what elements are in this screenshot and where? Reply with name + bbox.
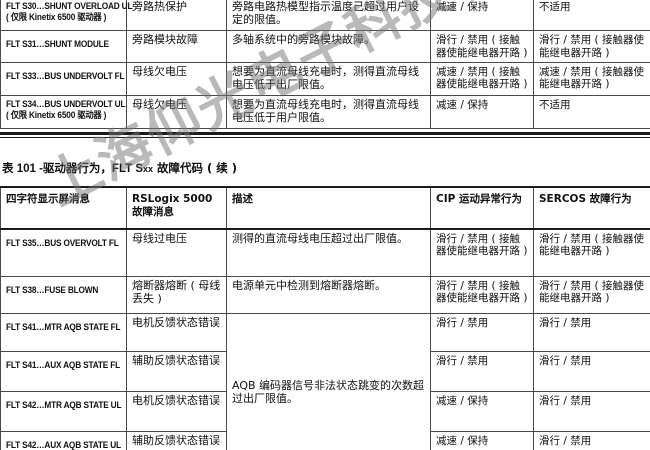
cell-rslogix-message: 电机反馈状态错误 bbox=[126, 313, 227, 352]
column-header-rslogix-message: RSLogix 5000 故障消息 bbox=[126, 186, 227, 230]
fault-code-text: FLT S42…AUX AQB STATE UL bbox=[6, 440, 121, 450]
column-header-description: 描述 bbox=[226, 186, 431, 230]
cell-sercos-behavior: 不适用 bbox=[533, 95, 650, 129]
cell-rslogix-message: 旁路热保护 bbox=[126, 0, 227, 32]
cell-description: 测得的直流母线电压超过出厂限值。 bbox=[226, 228, 431, 277]
fault-code-text: FLT S31…SHUNT MODULE bbox=[6, 39, 109, 50]
cell-display-message: FLT S31…SHUNT MODULE bbox=[0, 30, 127, 64]
fault-table-continued-fragment: 使能继电器开路 ) 使能继电器开路 ) FLT S30…SHUNT OVERLO… bbox=[0, 0, 650, 129]
table-row: FLT S41…AUX AQB STATE FL 辅助反馈状态错误 滑行 / 禁… bbox=[0, 351, 650, 392]
cell-display-message: FLT S41…AUX AQB STATE FL bbox=[0, 351, 127, 392]
caption-suffix: 故障代码 ( 续 ) bbox=[153, 161, 238, 175]
cell-display-message: FLT S35…BUS OVERVOLT FL bbox=[0, 228, 127, 277]
cell-description: 旁路电路热模型指示温度己超过用户设定的限值。 bbox=[226, 0, 431, 32]
cell-sercos-behavior: 滑行 / 禁用 bbox=[533, 431, 650, 450]
fault-code-text: FLT S30…SHUNT OVERLOAD UL bbox=[6, 1, 133, 12]
cell-cip-behavior: 减速 / 保持 bbox=[430, 391, 534, 432]
cell-display-message: FLT S42…AUX AQB STATE UL bbox=[0, 431, 127, 450]
cell-cip-behavior: 滑行 / 禁用 bbox=[430, 351, 534, 392]
cell-description: 电源单元中检测到熔断器熔断。 bbox=[226, 276, 431, 314]
cell-rslogix-message: 电机反馈状态错误 bbox=[126, 391, 227, 432]
fault-code-note: ( 仅限 Kinetix 6500 驱动器 ) bbox=[6, 11, 107, 22]
column-header-display-message: 四字符显示屏消息 bbox=[0, 186, 127, 230]
header-label: RSLogix 5000 故障消息 bbox=[132, 193, 213, 218]
cell-rslogix-message: 熔断器熔断 ( 母线丢失 ) bbox=[126, 276, 227, 314]
cell-sercos-behavior: 不适用 bbox=[533, 0, 650, 32]
cell-cip-behavior: 滑行 / 禁用 ( 接触器使能继电器开路 ) bbox=[430, 228, 534, 277]
cell-description: 想要为直流母线充电时，测得直流母线电压低于出厂限值。 bbox=[226, 62, 431, 96]
caption-code-subscript: xx bbox=[143, 164, 154, 174]
caption-title: 驱动器行为， bbox=[42, 161, 112, 175]
table-bottom-rule-secondary bbox=[0, 137, 650, 138]
table-row: FLT S42…AUX AQB STATE UL 辅助反馈状态错误 减速 / 保… bbox=[0, 431, 650, 450]
fault-code-text: FLT S35…BUS OVERVOLT FL bbox=[6, 238, 119, 248]
table-caption: 表 101 -驱动器行为，FLT Sxx 故障代码 ( 续 ) bbox=[2, 160, 237, 176]
header-label: 描述 bbox=[232, 193, 253, 205]
cell-display-message: FLT S38…FUSE BLOWN bbox=[0, 276, 127, 314]
table-row: FLT S42…MTR AQB STATE UL 电机反馈状态错误 减速 / 保… bbox=[0, 391, 650, 432]
cell-rslogix-message: 母线欠电压 bbox=[126, 95, 227, 129]
cell-cip-behavior: 减速 / 保持 bbox=[430, 0, 534, 32]
fault-code-text: FLT S42…MTR AQB STATE UL bbox=[6, 400, 122, 410]
cell-cip-behavior: 减速 / 保持 bbox=[430, 431, 534, 450]
fault-code-note: ( 仅限 Kinetix 6500 驱动器 ) bbox=[6, 109, 107, 120]
fault-code-text: FLT S41…AUX AQB STATE FL bbox=[6, 360, 120, 370]
cell-sercos-behavior: 减速 / 禁用 ( 接触器使能继电器开路 ) bbox=[533, 62, 650, 96]
cell-rslogix-message: 辅助反馈状态错误 bbox=[126, 431, 227, 450]
cell-rslogix-message: 母线欠电压 bbox=[126, 62, 227, 96]
cell-sercos-behavior: 滑行 / 禁用 bbox=[533, 313, 650, 352]
table-row: FLT S30…SHUNT OVERLOAD UL ( 仅限 Kinetix 6… bbox=[0, 0, 650, 32]
table-row: FLT S41…MTR AQB STATE FL 电机反馈状态错误 AQB 编码… bbox=[0, 313, 650, 450]
cell-sercos-behavior: 滑行 / 禁用 ( 接触器使能继电器开路 ) bbox=[533, 228, 650, 277]
fault-table: 四字符显示屏消息 RSLogix 5000 故障消息 描述 CIP 运动异常行为… bbox=[0, 186, 650, 450]
cell-cip-behavior: 减速 / 禁用 ( 接触器使能继电器开路 ) bbox=[430, 62, 534, 96]
cell-sercos-behavior: 滑行 / 禁用 bbox=[533, 391, 650, 432]
table-row: FLT S34…BUS UNDERVOLT UL ( 仅限 Kinetix 65… bbox=[0, 95, 650, 129]
table-row: FLT S31…SHUNT MODULE 旁路模块故障 多轴系统中的旁路模块故障… bbox=[0, 30, 650, 64]
table-bottom-rule bbox=[0, 132, 650, 135]
cell-description: 想要为直流母线充电时，测得直流母线电压低于用户限值。 bbox=[226, 95, 431, 129]
cell-description-merged: AQB 编码器信号非法状态跳变的次数超过出厂限值。 bbox=[226, 313, 431, 450]
header-label: CIP 运动异常行为 bbox=[436, 193, 522, 205]
cell-cip-behavior: 滑行 / 禁用 ( 接触器使能继电器开路 ) bbox=[430, 276, 534, 314]
cell-sercos-behavior: 滑行 / 禁用 ( 接触器使能继电器开路 ) bbox=[533, 30, 650, 64]
cell-rslogix-message: 辅助反馈状态错误 bbox=[126, 351, 227, 392]
cell-cip-behavior: 减速 / 保持 bbox=[430, 95, 534, 129]
header-label: SERCOS 故障行为 bbox=[539, 193, 632, 205]
caption-code-label: FLT S bbox=[111, 163, 144, 175]
cell-rslogix-message: 旁路模块故障 bbox=[126, 30, 227, 64]
cell-display-message: FLT S30…SHUNT OVERLOAD UL ( 仅限 Kinetix 6… bbox=[0, 0, 133, 32]
fault-code-text: FLT S38…FUSE BLOWN bbox=[6, 285, 99, 295]
caption-prefix: 表 101 - bbox=[2, 163, 43, 175]
cell-sercos-behavior: 滑行 / 禁用 bbox=[533, 351, 650, 392]
cell-sercos-behavior: 滑行 / 禁用 ( 接触器使能继电器开路 ) bbox=[533, 276, 650, 314]
cell-rslogix-message: 母线过电压 bbox=[126, 228, 227, 277]
cell-description: 多轴系统中的旁路模块故障。 bbox=[226, 30, 431, 64]
cell-display-message: FLT S34…BUS UNDERVOLT UL ( 仅限 Kinetix 65… bbox=[0, 95, 127, 129]
header-label: 四字符显示屏消息 bbox=[6, 193, 90, 205]
cell-display-message: FLT S42…MTR AQB STATE UL bbox=[0, 391, 127, 432]
table-row: FLT S38…FUSE BLOWN 熔断器熔断 ( 母线丢失 ) 电源单元中检… bbox=[0, 276, 650, 314]
table-row: FLT S35…BUS OVERVOLT FL 母线过电压 测得的直流母线电压超… bbox=[0, 228, 650, 277]
cell-display-message: FLT S41…MTR AQB STATE FL bbox=[0, 313, 127, 352]
cell-cip-behavior: 滑行 / 禁用 bbox=[430, 313, 534, 352]
table-row: FLT S33…BUS UNDERVOLT FL 母线欠电压 想要为直流母线充电… bbox=[0, 62, 650, 96]
fault-code-text: FLT S34…BUS UNDERVOLT UL bbox=[6, 99, 126, 109]
cell-cip-behavior: 滑行 / 禁用 ( 接触器使能继电器开路 ) bbox=[430, 30, 534, 64]
column-header-sercos-behavior: SERCOS 故障行为 bbox=[533, 186, 650, 230]
cell-display-message: FLT S33…BUS UNDERVOLT FL bbox=[0, 62, 127, 96]
table-header-row: 四字符显示屏消息 RSLogix 5000 故障消息 描述 CIP 运动异常行为… bbox=[0, 186, 650, 230]
fault-code-text: FLT S41…MTR AQB STATE FL bbox=[6, 322, 121, 332]
fault-code-text: FLT S33…BUS UNDERVOLT FL bbox=[6, 71, 125, 82]
column-header-cip-behavior: CIP 运动异常行为 bbox=[430, 186, 534, 230]
